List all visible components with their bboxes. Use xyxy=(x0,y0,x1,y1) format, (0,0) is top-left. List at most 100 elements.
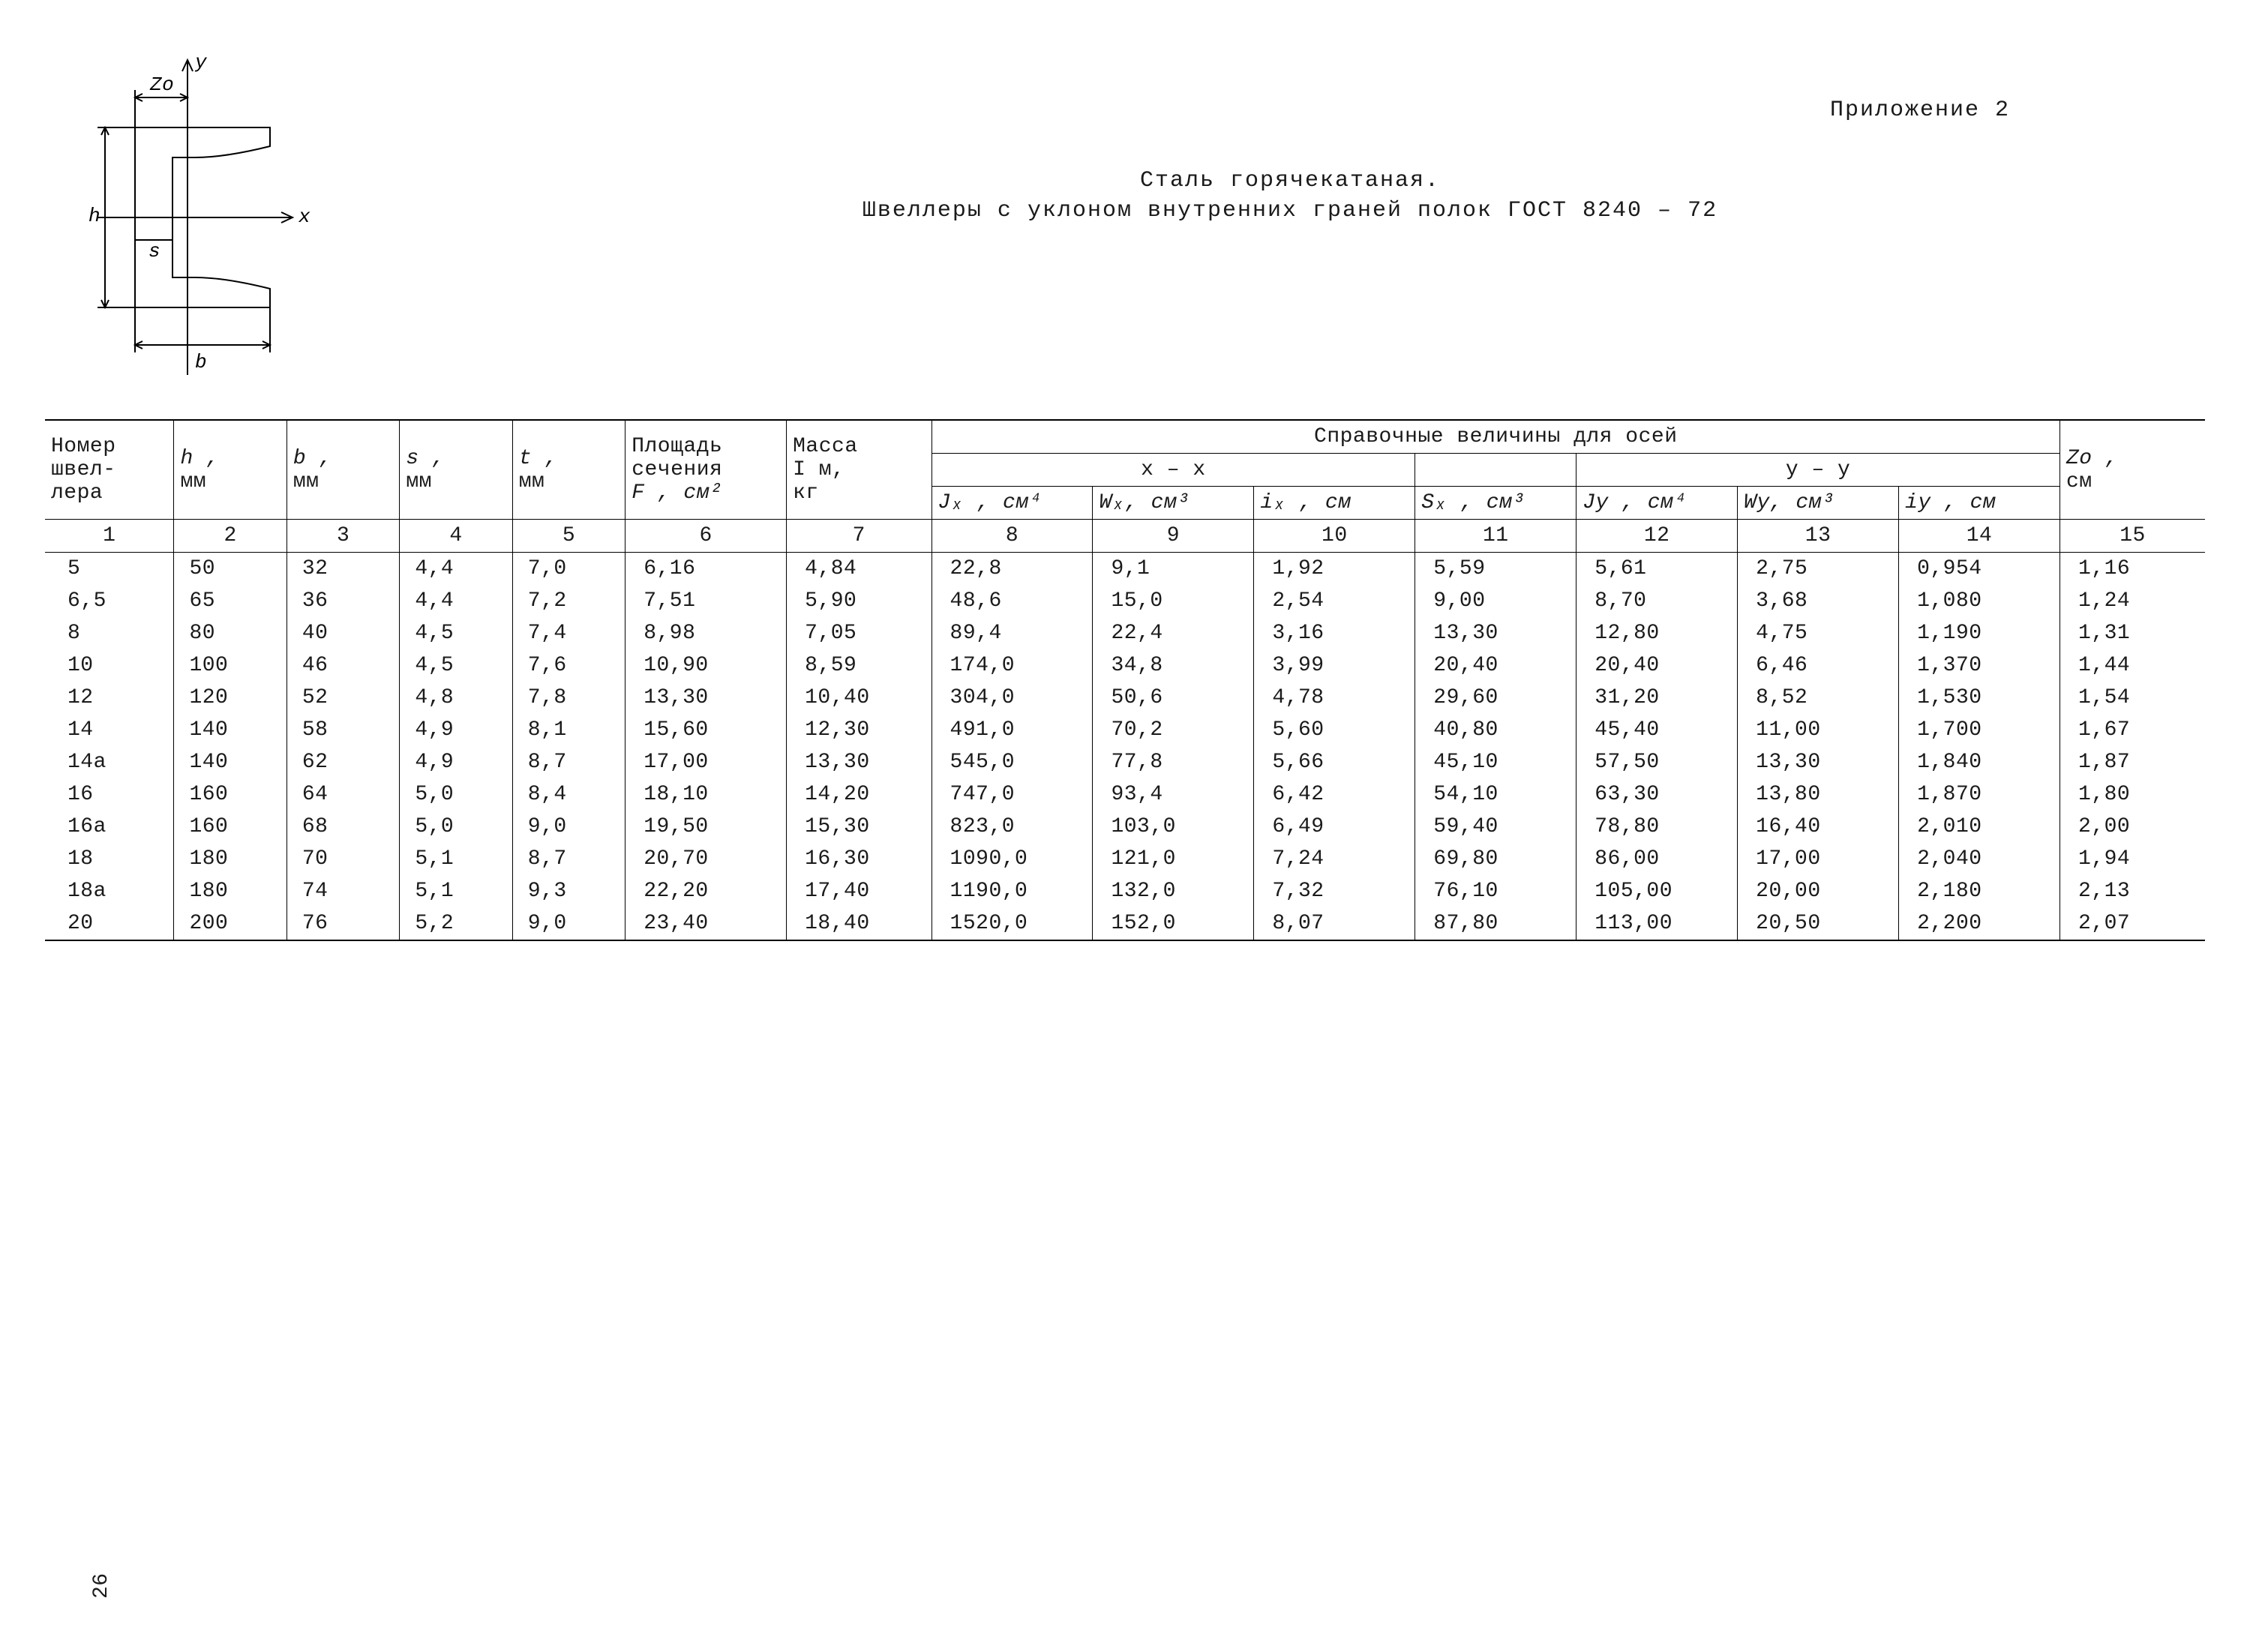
table-cell: 78,80 xyxy=(1576,811,1738,843)
table-cell: 18,10 xyxy=(626,778,787,811)
col-header-mass: Масса I м, кг xyxy=(787,420,932,520)
table-cell: 4,5 xyxy=(400,617,512,649)
table-cell: 45,40 xyxy=(1576,714,1738,746)
table-cell: 8,4 xyxy=(512,778,625,811)
table-cell: 10,90 xyxy=(626,649,787,682)
svg-text:s: s xyxy=(148,240,160,262)
table-cell: 4,78 xyxy=(1254,682,1415,714)
table-cell: 12,80 xyxy=(1576,617,1738,649)
table-cell: 76 xyxy=(286,907,399,940)
table-cell: 16,30 xyxy=(787,843,932,875)
table-cell: 823,0 xyxy=(932,811,1093,843)
table-cell: 23,40 xyxy=(626,907,787,940)
table-cell: 10,40 xyxy=(787,682,932,714)
table-cell: 8,7 xyxy=(512,843,625,875)
table-cell: 5,1 xyxy=(400,875,512,907)
channel-properties-table: Номер швел- лера h , мм b , мм s , мм t … xyxy=(45,419,2205,941)
table-cell: 40 xyxy=(286,617,399,649)
svg-text:Zo: Zo xyxy=(149,73,174,96)
table-cell: 132,0 xyxy=(1093,875,1254,907)
table-cell: 14,20 xyxy=(787,778,932,811)
table-row: 14а140624,98,717,0013,30545,077,85,6645,… xyxy=(45,746,2205,778)
svg-text:h: h xyxy=(88,205,100,227)
table-cell: 2,010 xyxy=(1899,811,2060,843)
table-cell: 62 xyxy=(286,746,399,778)
table-cell: 68 xyxy=(286,811,399,843)
table-row: 10100464,57,610,908,59174,034,83,9920,40… xyxy=(45,649,2205,682)
table-cell: 7,4 xyxy=(512,617,625,649)
table-cell: 70 xyxy=(286,843,399,875)
col-header-jx: Jₓ , см⁴ xyxy=(932,487,1093,520)
table-cell: 304,0 xyxy=(932,682,1093,714)
col-header-jy: Jy , см⁴ xyxy=(1576,487,1738,520)
table-cell: 1,370 xyxy=(1899,649,2060,682)
table-cell: 16,40 xyxy=(1738,811,1899,843)
col-header-b: b , мм xyxy=(286,420,399,520)
table-cell: 15,60 xyxy=(626,714,787,746)
table-cell: 1090,0 xyxy=(932,843,1093,875)
column-number-cell: 10 xyxy=(1254,520,1415,553)
table-cell: 70,2 xyxy=(1093,714,1254,746)
table-cell: 140 xyxy=(174,714,286,746)
table-cell: 5,60 xyxy=(1254,714,1415,746)
table-cell: 4,4 xyxy=(400,553,512,586)
table-cell: 8 xyxy=(45,617,174,649)
table-cell: 2,13 xyxy=(2060,875,2205,907)
table-cell: 1,31 xyxy=(2060,617,2205,649)
table-cell: 1,840 xyxy=(1899,746,2060,778)
svg-text:y: y xyxy=(194,51,208,73)
table-cell: 7,32 xyxy=(1254,875,1415,907)
table-cell: 15,0 xyxy=(1093,585,1254,617)
table-cell: 120 xyxy=(174,682,286,714)
table-cell: 9,3 xyxy=(512,875,625,907)
table-cell: 9,00 xyxy=(1415,585,1576,617)
table-cell: 32 xyxy=(286,553,399,586)
table-row: 18а180745,19,322,2017,401190,0132,07,327… xyxy=(45,875,2205,907)
table-cell: 31,20 xyxy=(1576,682,1738,714)
table-cell: 4,4 xyxy=(400,585,512,617)
table-cell: 5,61 xyxy=(1576,553,1738,586)
table-cell: 76,10 xyxy=(1415,875,1576,907)
table-cell: 7,8 xyxy=(512,682,625,714)
table-row: 16160645,08,418,1014,20747,093,46,4254,1… xyxy=(45,778,2205,811)
table-cell: 1520,0 xyxy=(932,907,1093,940)
table-cell: 19,50 xyxy=(626,811,787,843)
table-cell: 7,2 xyxy=(512,585,625,617)
table-cell: 5,90 xyxy=(787,585,932,617)
table-cell: 86,00 xyxy=(1576,843,1738,875)
table-cell: 0,954 xyxy=(1899,553,2060,586)
table-cell: 20,40 xyxy=(1576,649,1738,682)
column-number-cell: 6 xyxy=(626,520,787,553)
table-cell: 40,80 xyxy=(1415,714,1576,746)
table-cell: 2,180 xyxy=(1899,875,2060,907)
table-cell: 103,0 xyxy=(1093,811,1254,843)
table-cell: 50,6 xyxy=(1093,682,1254,714)
table-cell: 1190,0 xyxy=(932,875,1093,907)
column-number-cell: 5 xyxy=(512,520,625,553)
table-cell: 1,080 xyxy=(1899,585,2060,617)
col-header-s: s , мм xyxy=(400,420,512,520)
column-number-cell: 2 xyxy=(174,520,286,553)
table-cell: 20 xyxy=(45,907,174,940)
table-cell: 14а xyxy=(45,746,174,778)
table-row: 18180705,18,720,7016,301090,0121,07,2469… xyxy=(45,843,2205,875)
table-cell: 8,52 xyxy=(1738,682,1899,714)
channel-cross-section-diagram: y x h b Zo s xyxy=(45,45,330,397)
table-cell: 18а xyxy=(45,875,174,907)
table-cell: 1,190 xyxy=(1899,617,2060,649)
table-cell: 10 xyxy=(45,649,174,682)
table-cell: 15,30 xyxy=(787,811,932,843)
table-cell: 20,50 xyxy=(1738,907,1899,940)
column-number-row: 123456789101112131415 xyxy=(45,520,2205,553)
col-header-reference-group: Справочные величины для осей xyxy=(932,420,2060,454)
table-cell: 52 xyxy=(286,682,399,714)
col-header-sx: Sₓ , см³ xyxy=(1415,487,1576,520)
table-cell: 80 xyxy=(174,617,286,649)
table-cell: 7,05 xyxy=(787,617,932,649)
table-cell: 160 xyxy=(174,778,286,811)
col-header-ix: iₓ , см xyxy=(1254,487,1415,520)
table-cell: 1,87 xyxy=(2060,746,2205,778)
table-cell: 20,70 xyxy=(626,843,787,875)
table-cell: 8,59 xyxy=(787,649,932,682)
col-header-wy: Wy, см³ xyxy=(1738,487,1899,520)
